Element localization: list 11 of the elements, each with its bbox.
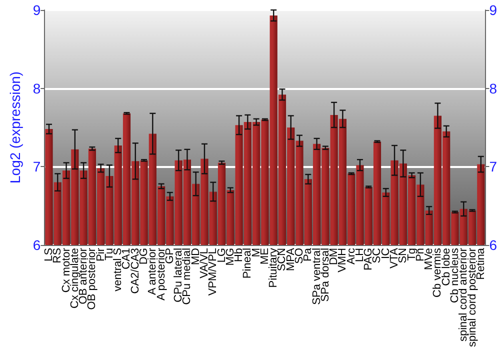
x-tick-label: A posterior — [155, 248, 168, 301]
y-axis-title: Log2 (expression) — [7, 71, 23, 184]
y2-tick-label: 8 — [489, 80, 498, 96]
x-tick-label: Tg — [406, 248, 418, 261]
y2-tick-label: 6 — [489, 236, 498, 253]
y2-tick-label: 9 — [489, 2, 498, 18]
y-tick-label: 8 — [32, 80, 41, 96]
y-tick-label: 7 — [32, 158, 41, 175]
y-tick-label: 9 — [32, 2, 41, 18]
y-tick-label: 6 — [32, 236, 41, 253]
y2-tick-label: 7 — [489, 158, 498, 175]
